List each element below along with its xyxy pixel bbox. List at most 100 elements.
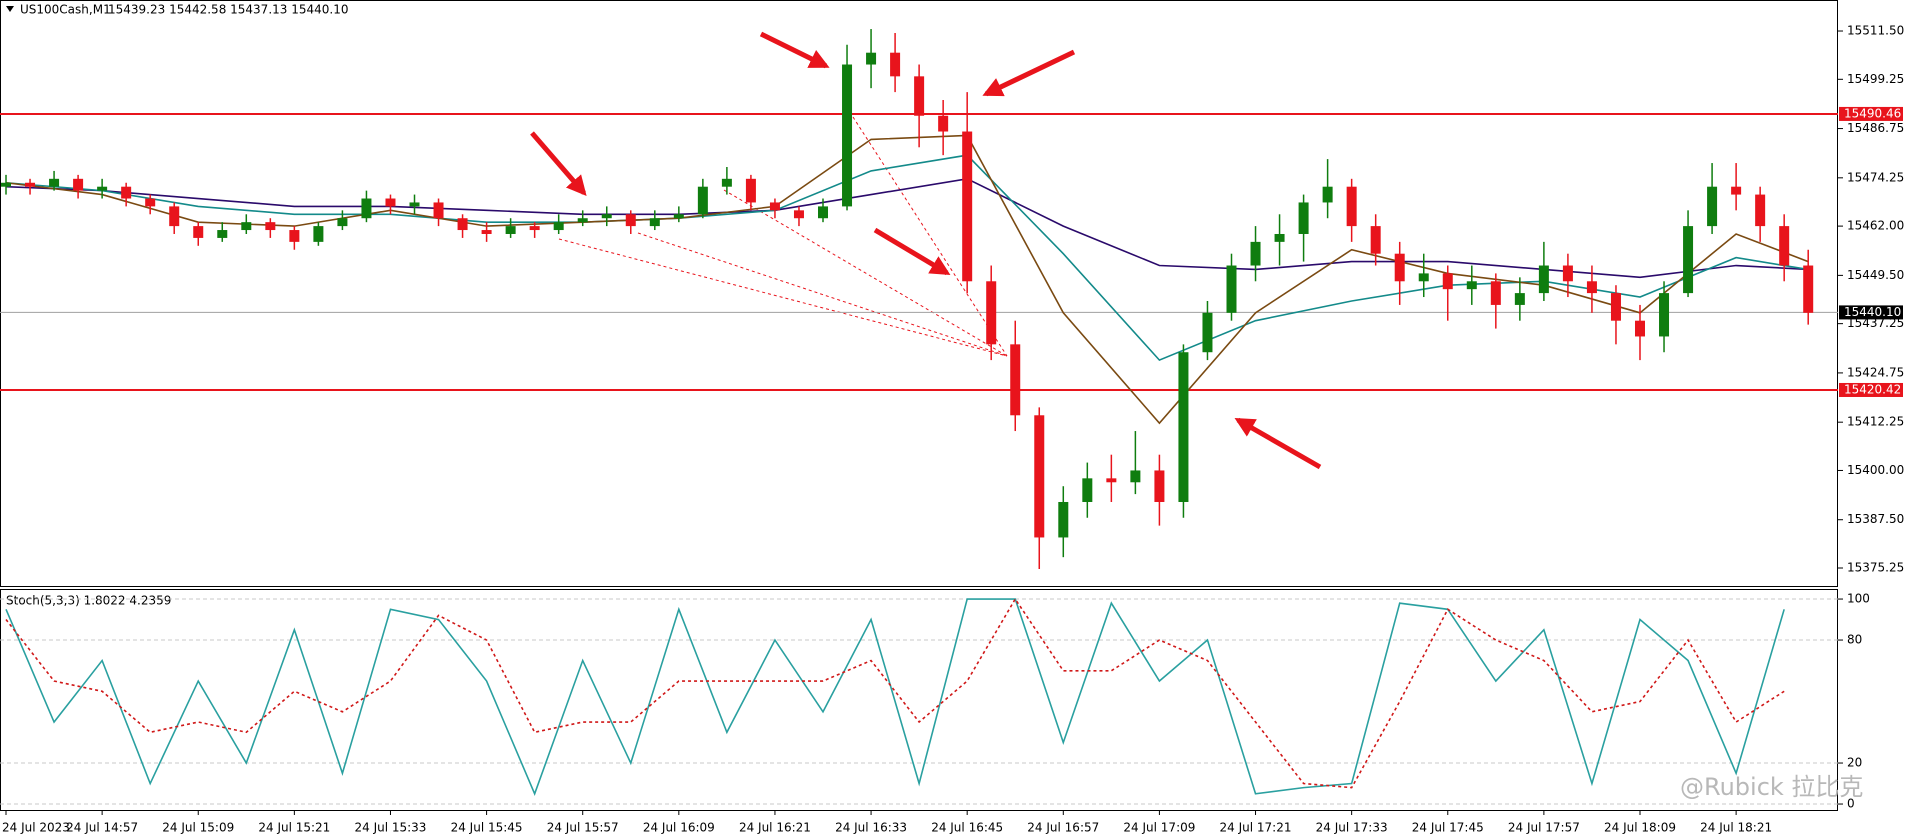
candle-body [697, 186, 708, 215]
candle-body [1659, 293, 1670, 337]
candle-body [1370, 226, 1381, 254]
x-tick-label: 24 Jul 16:09 [643, 821, 715, 835]
candle-body [1130, 470, 1141, 483]
candle-body [625, 214, 636, 227]
candle-body [169, 206, 180, 227]
candle-body [962, 131, 973, 282]
candle-body [313, 226, 324, 242]
level-label: 15490.46 [1844, 106, 1901, 120]
candle-body [1755, 194, 1766, 227]
main-panel-frame [0, 0, 1838, 587]
y-tick-label: 15387.50 [1847, 512, 1904, 526]
y-tick-label: 20 [1847, 756, 1862, 770]
candle-body [1346, 186, 1357, 227]
y-tick-label: 15412.25 [1847, 415, 1904, 429]
y-tick-label: 15474.25 [1847, 170, 1904, 184]
x-tick-label: 24 Jul 15:09 [162, 821, 234, 835]
candle-body [289, 230, 300, 242]
candle-body [649, 218, 660, 227]
series-line [5, 597, 1785, 789]
series-line [5, 134, 1809, 425]
candle-body [25, 182, 36, 187]
symbol-title: US100Cash,M1 [20, 3, 111, 17]
candle-body [1538, 265, 1549, 294]
candle-body [1058, 501, 1069, 538]
candle-body [1082, 478, 1093, 502]
x-tick-label: 24 Jul 17:33 [1316, 821, 1388, 835]
candle-body [1490, 281, 1501, 305]
x-tick-label: 24 Jul 17:09 [1123, 821, 1195, 835]
trend-lines [558, 116, 1008, 357]
quote: 15439.23 15442.58 15437.13 15440.10 [108, 3, 348, 17]
x-tick-label: 24 Jul 16:45 [931, 821, 1003, 835]
candle-body [1779, 226, 1790, 266]
x-tick-label: 24 Jul 15:33 [354, 821, 426, 835]
candle-body [745, 178, 756, 203]
candle-body [793, 210, 804, 219]
x-tick-label: 24 Jul 17:45 [1412, 821, 1484, 835]
candle-body [1442, 273, 1453, 290]
candle-body [1634, 320, 1645, 337]
x-tick-label: 24 Jul 2023 [2, 821, 70, 835]
candle-body [1683, 226, 1694, 294]
candle-body [265, 222, 276, 231]
candle-body [193, 226, 204, 238]
candle-body [866, 52, 877, 65]
candle-body [986, 281, 997, 345]
candle-body [361, 198, 372, 219]
watermark: @Rubick 拉比克 [1680, 773, 1863, 801]
y-tick-label: 15462.00 [1847, 219, 1904, 233]
series-line [5, 598, 1785, 796]
candle-body [1, 182, 12, 187]
candle-body [1394, 253, 1405, 282]
candle-body [457, 218, 468, 231]
candle-body [769, 202, 780, 211]
candle-body [1514, 293, 1525, 305]
y-tick-label: 80 [1847, 633, 1862, 647]
candle-body [385, 198, 396, 207]
candle-body [818, 206, 829, 219]
stoch-panel-frame [0, 589, 1838, 811]
candle-body [1610, 293, 1621, 321]
x-tick-label: 24 Jul 15:45 [451, 821, 523, 835]
candle-body [49, 178, 60, 187]
candle-body [1586, 281, 1597, 294]
candle-body [73, 178, 84, 191]
y-tick-label: 15511.50 [1847, 24, 1904, 38]
level-label-box [1839, 382, 1903, 397]
y-tick-label: 15375.25 [1847, 561, 1904, 575]
y-tick-label: 100 [1847, 592, 1870, 606]
x-tick-label: 24 Jul 14:57 [66, 821, 138, 835]
candle-body [1154, 470, 1165, 502]
candle-body [409, 202, 420, 207]
candle-body [433, 202, 444, 219]
candle-body [1322, 186, 1333, 203]
candle-body [1106, 478, 1117, 483]
level-label-box [1839, 106, 1903, 121]
y-tick-label: 15400.00 [1847, 463, 1904, 477]
candle-body [97, 186, 108, 191]
candle-body [938, 115, 949, 132]
candle-body [1298, 202, 1309, 234]
candle-body [842, 64, 853, 207]
x-tick-label: 24 Jul 16:57 [1027, 821, 1099, 835]
y-tick-label: 15437.25 [1847, 316, 1904, 330]
candle-body [1466, 281, 1477, 290]
candle-body [577, 218, 588, 223]
series-line [5, 154, 1809, 362]
level-label: 15420.42 [1844, 382, 1901, 396]
series-line [5, 177, 1809, 279]
candle-body [505, 226, 516, 234]
candle-body [890, 52, 901, 77]
candle-body [1010, 344, 1021, 416]
candle-body [1202, 312, 1213, 353]
candle-body [217, 230, 228, 238]
candle-body [914, 76, 925, 116]
x-tick-label: 24 Jul 15:57 [547, 821, 619, 835]
y-tick-label: 15424.75 [1847, 365, 1904, 379]
stoch-title: Stoch(5,3,3) 1.8022 4.2359 [6, 594, 171, 608]
collapse-icon[interactable] [6, 6, 14, 12]
candle-body [1226, 265, 1237, 313]
